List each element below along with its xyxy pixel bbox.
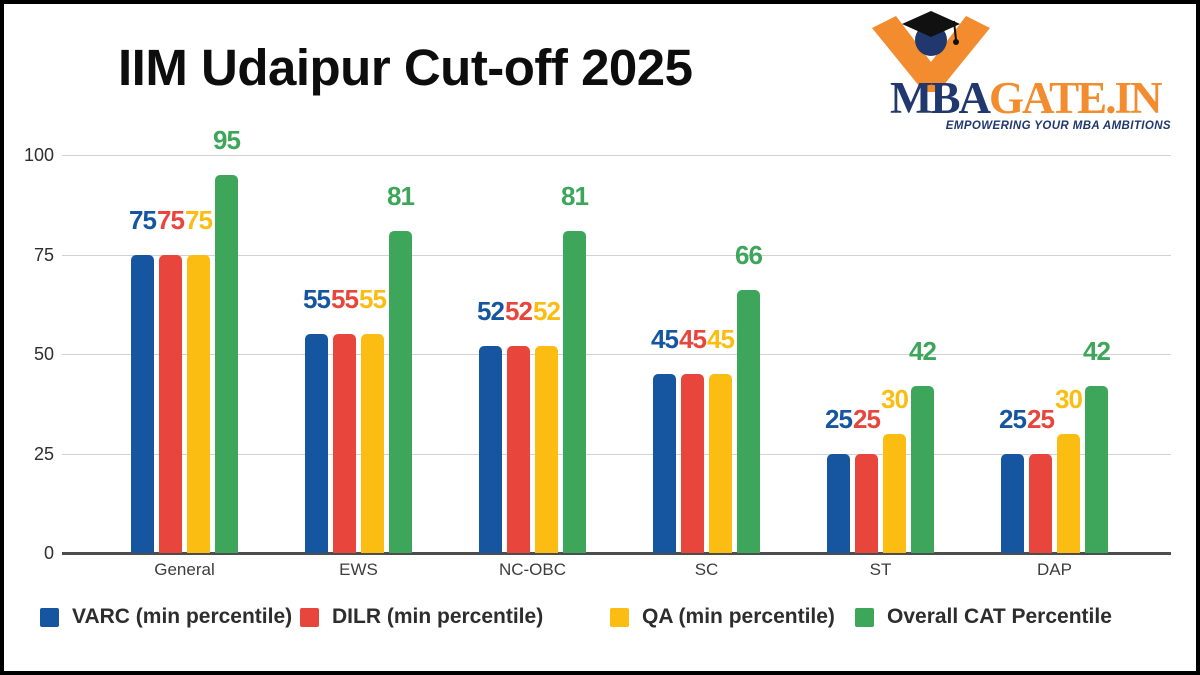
legend-label: QA (min percentile) <box>642 605 835 628</box>
bar-value-label: 81 <box>561 180 589 211</box>
legend-label: VARC (min percentile) <box>72 605 293 628</box>
gridline <box>62 155 1171 156</box>
legend-swatch-icon <box>855 607 874 627</box>
bar <box>827 453 850 553</box>
bar-value-label: 25 <box>825 403 853 434</box>
legend-swatch-icon <box>610 607 629 627</box>
legend-label: Overall CAT Percentile <box>887 605 1112 628</box>
brand-gate: GATE.IN <box>989 73 1162 123</box>
bar-value-label: 66 <box>735 240 763 271</box>
bar <box>131 254 154 553</box>
legend-item: DILR (min percentile) <box>300 605 543 629</box>
bar <box>187 254 210 553</box>
bar-value-label: 55 <box>303 284 331 315</box>
bar <box>507 346 530 553</box>
bar <box>653 373 676 553</box>
brand-tagline: EMPOWERING YOUR MBA AMBITIONS <box>945 120 1171 132</box>
brand-mba: MBA <box>890 73 991 123</box>
bar-value-label: 52 <box>533 296 561 327</box>
legend-swatch-icon <box>300 607 319 627</box>
bar <box>855 453 878 553</box>
bar <box>535 346 558 553</box>
bar <box>215 174 238 553</box>
y-tick-label: 0 <box>43 543 54 563</box>
category-label: NC-OBC <box>498 560 567 579</box>
bar-chart: 0 25 50 75 100 General EWS NC-OBC SC ST DAP 75 75 75 9… <box>4 4 1196 671</box>
bar-value-label: 95 <box>213 124 241 155</box>
bar-value-label: 52 <box>477 296 505 327</box>
bar-value-label: 30 <box>1055 383 1083 414</box>
page-title: IIM Udaipur Cut-off 2025 <box>118 39 693 96</box>
x-axis-line <box>62 552 1171 555</box>
bar-value-label: 45 <box>679 323 707 354</box>
bar-value-label: 42 <box>1083 335 1111 366</box>
gridline <box>62 453 1171 455</box>
bar-value-label: 45 <box>707 323 735 354</box>
bar <box>911 385 934 553</box>
bar-value-label: 75 <box>157 204 185 235</box>
y-tick-label: 25 <box>33 443 54 464</box>
bar <box>1085 385 1108 553</box>
bar <box>1057 433 1080 553</box>
legend-item: QA (min percentile) <box>610 605 835 629</box>
bar <box>709 373 732 553</box>
bar <box>1001 453 1024 553</box>
bar <box>361 334 384 553</box>
legend-label: DILR (min percentile) <box>332 605 544 628</box>
bar-value-label: 55 <box>359 284 387 315</box>
legend-item: Overall CAT Percentile <box>855 605 1112 629</box>
gridline <box>62 354 1171 355</box>
y-tick-label: 100 <box>23 145 54 165</box>
bar <box>159 254 182 553</box>
category-label: ST <box>869 560 892 579</box>
bar <box>737 290 760 553</box>
bar <box>305 334 328 553</box>
bar-value-label: 25 <box>853 403 881 434</box>
bar-value-label: 75 <box>129 204 157 235</box>
legend: VARC (min percentile) DILR (min percentil… <box>4 4 1196 671</box>
bar-value-label: 25 <box>1027 403 1055 434</box>
bar-value-label: 75 <box>185 204 213 235</box>
brand-text: MBAGATE.IN <box>890 72 1162 124</box>
logo: MBAGATE.IN EMPOWERING YOUR MBA AMBITIONS <box>864 8 1179 136</box>
legend-item: VARC (min percentile) <box>40 605 292 629</box>
gridline <box>62 254 1171 256</box>
bar <box>479 346 502 553</box>
category-label: EWS <box>339 560 378 579</box>
bar <box>333 334 356 553</box>
bar-value-label: 42 <box>909 335 937 366</box>
bar-value-label: 81 <box>387 180 415 211</box>
category-label: DAP <box>1037 560 1072 579</box>
y-tick-label: 75 <box>33 244 54 265</box>
graduation-cap-icon <box>872 11 990 92</box>
bar-value-label: 30 <box>881 383 909 414</box>
bar-value-label: 52 <box>505 296 533 327</box>
bar <box>563 230 586 553</box>
bar <box>681 373 704 553</box>
category-label: General <box>154 560 215 579</box>
bar <box>389 230 412 553</box>
legend-swatch-icon <box>40 607 59 627</box>
bar <box>883 433 906 553</box>
bar <box>1029 453 1052 553</box>
category-label: SC <box>694 560 719 579</box>
bar-value-label: 55 <box>331 284 359 315</box>
y-tick-label: 50 <box>33 344 54 364</box>
bar-value-label: 45 <box>651 323 679 354</box>
bar-value-label: 25 <box>999 403 1027 434</box>
